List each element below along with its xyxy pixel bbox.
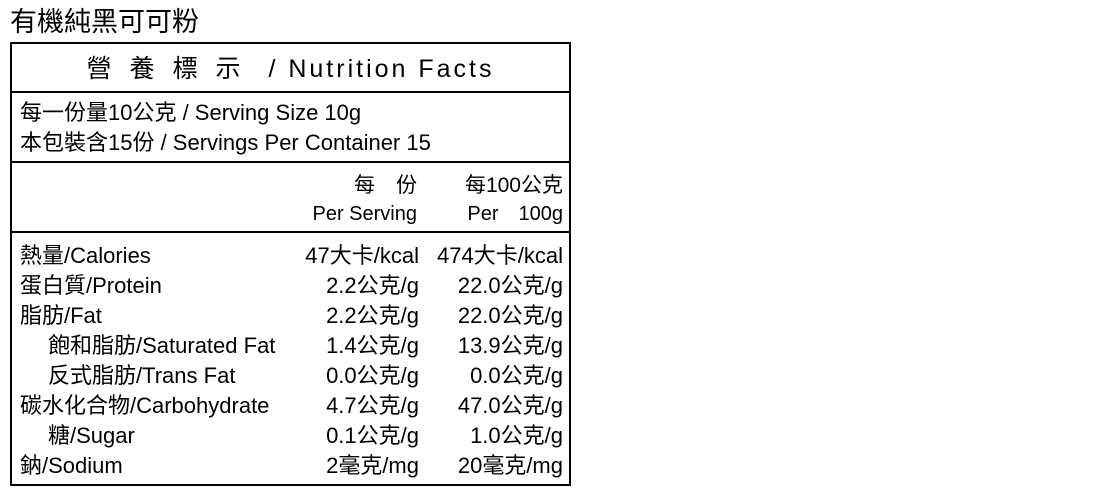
per-100g-value: 47.0公克/g xyxy=(457,393,563,418)
per-serving-value: 2毫克/mg xyxy=(326,453,419,478)
nutrient-name: 糖/Sugar xyxy=(48,423,135,448)
nutrient-name: 碳水化合物/Carbohydrate xyxy=(20,393,270,418)
divider xyxy=(12,161,569,163)
header-cjk: 營養標示 xyxy=(86,55,259,83)
per-serving-value: 0.0公克/g xyxy=(326,363,419,388)
per-100g-value: 0.0公克/g xyxy=(470,363,563,388)
per-100g-value: 20毫克/mg xyxy=(457,453,563,478)
divider xyxy=(12,91,569,93)
per-serving-value: 4.7公克/g xyxy=(326,393,419,418)
per-100g-value: 474大卡/kcal xyxy=(437,243,563,268)
per-serving-value: 2.2公克/g xyxy=(326,273,419,298)
nutrient-name: 鈉/Sodium xyxy=(20,453,123,478)
per-100g-value: 1.0公克/g xyxy=(470,423,563,448)
per-serving-value: 1.4公克/g xyxy=(326,333,419,358)
nutrient-row: 反式脂肪/Trans Fat 0.0公克/g 0.0公克/g xyxy=(12,361,569,391)
nutrition-facts-header: 營養標示 / Nutrition Facts xyxy=(12,44,569,92)
per-100g-en: Per 100g xyxy=(467,203,563,225)
nutrient-row: 糖/Sugar 0.1公克/g 1.0公克/g xyxy=(12,421,569,451)
nutrient-name: 蛋白質/Protein xyxy=(20,273,162,298)
nutrient-row: 蛋白質/Protein 2.2公克/g 22.0公克/g xyxy=(12,271,569,301)
per-100g-value: 22.0公克/g xyxy=(457,303,563,328)
servings-per-container: 本包裝含15份 / Servings Per Container 15 xyxy=(20,130,431,155)
per-100g-value: 13.9公克/g xyxy=(457,333,563,358)
column-header-per-serving: 每 份 Per Serving xyxy=(313,172,418,228)
per-serving-value: 0.1公克/g xyxy=(326,423,419,448)
per-100g-value: 22.0公克/g xyxy=(457,273,563,298)
per-serving-cjk: 每 份 xyxy=(354,174,417,197)
serving-size: 每一份量10公克 / Serving Size 10g xyxy=(20,100,362,125)
nutrient-row: 碳水化合物/Carbohydrate 4.7公克/g 47.0公克/g xyxy=(12,391,569,421)
product-title: 有機純黑可可粉 xyxy=(10,7,199,37)
nutrient-row: 飽和脂肪/Saturated Fat 1.4公克/g 13.9公克/g xyxy=(12,331,569,361)
per-100g-cjk: 每100公克 xyxy=(464,174,563,197)
nutrient-row: 鈉/Sodium 2毫克/mg 20毫克/mg xyxy=(12,451,569,481)
per-serving-value: 47大卡/kcal xyxy=(305,243,419,268)
nutrient-name: 脂肪/Fat xyxy=(20,303,102,328)
header-en: Nutrition Facts xyxy=(288,55,495,83)
nutrition-facts-label: 營養標示 / Nutrition Facts 每一份量10公克 / Servin… xyxy=(10,42,571,486)
nutrient-name: 熱量/Calories xyxy=(20,243,151,268)
header-separator: / xyxy=(258,55,289,83)
divider xyxy=(12,231,569,233)
nutrient-row: 脂肪/Fat 2.2公克/g 22.0公克/g xyxy=(12,301,569,331)
nutrient-row: 熱量/Calories 47大卡/kcal 474大卡/kcal xyxy=(12,241,569,271)
per-serving-value: 2.2公克/g xyxy=(326,303,419,328)
per-serving-en: Per Serving xyxy=(312,203,418,225)
nutrient-name: 反式脂肪/Trans Fat xyxy=(48,363,236,388)
nutrient-name: 飽和脂肪/Saturated Fat xyxy=(48,333,276,358)
column-header-per-100g: 每100公克 Per 100g xyxy=(465,172,563,228)
